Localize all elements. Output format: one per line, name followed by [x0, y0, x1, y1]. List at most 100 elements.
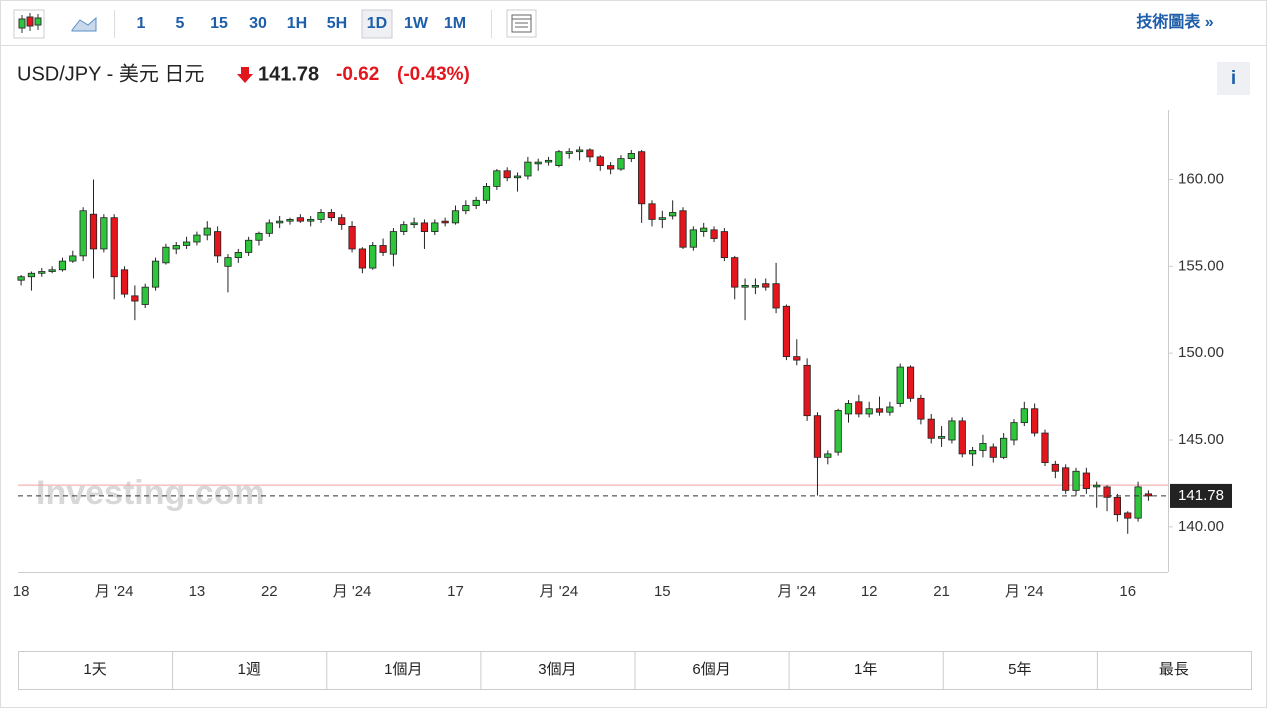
range-button[interactable]: 5年 [1008, 661, 1031, 678]
candle-body [886, 406, 894, 413]
x-tick-label: 月 '24 [333, 583, 372, 600]
range-button[interactable]: 1年 [854, 661, 877, 678]
range-button[interactable]: 1週 [238, 661, 261, 678]
candle-body [1041, 432, 1049, 463]
candle-body [648, 203, 656, 220]
candle-body [1093, 484, 1101, 488]
range-button[interactable]: 3個月 [538, 661, 576, 678]
x-tick-label: 12 [861, 583, 878, 600]
candle-body [700, 227, 708, 232]
info-button[interactable] [1217, 62, 1250, 95]
down-arrow [237, 67, 253, 83]
candle-body [813, 415, 822, 458]
last-price: 141.78 [258, 63, 319, 85]
interval-button[interactable]: 1D [367, 15, 387, 32]
candle-body [1082, 472, 1090, 490]
candle-body [917, 397, 925, 420]
candle-body [120, 269, 129, 295]
candle-body [1113, 496, 1121, 516]
interval-button[interactable]: 15 [210, 15, 228, 32]
candle-body [638, 151, 646, 205]
layout-icon[interactable] [506, 9, 537, 38]
candle-body [462, 205, 470, 212]
candle-body [389, 231, 398, 255]
candle-body [720, 231, 728, 259]
candle-body [17, 276, 25, 281]
candle-body [844, 403, 853, 415]
info-icon[interactable]: i [1231, 68, 1236, 89]
candle-body [1000, 437, 1008, 458]
candle-body [27, 272, 36, 278]
interval-button[interactable]: 1M [444, 15, 466, 32]
interval-button[interactable]: 1W [404, 15, 429, 32]
candle-body [162, 246, 170, 264]
candle-body [58, 260, 67, 271]
candle-body [968, 450, 977, 455]
interval-button[interactable]: 5H [327, 15, 347, 32]
interval-button[interactable]: 30 [249, 15, 267, 32]
candle-icon[interactable] [13, 9, 45, 39]
candle-body [358, 248, 367, 269]
y-tick-label: 145.00 [1178, 431, 1224, 448]
candle-body [431, 222, 439, 232]
candle-body [69, 255, 77, 262]
candle-body [679, 210, 687, 248]
candle-body [1010, 422, 1018, 441]
y-tick-label: 155.00 [1178, 257, 1224, 274]
candle-body [1072, 470, 1080, 491]
candle-body [772, 283, 780, 309]
range-button[interactable]: 最長 [1159, 661, 1189, 678]
candle-body [472, 199, 480, 206]
interval-button[interactable]: 1 [137, 15, 146, 32]
candle-body [307, 219, 315, 222]
interval-button[interactable]: 5 [176, 15, 185, 32]
candle-body [1103, 486, 1111, 498]
candle-body [100, 217, 108, 250]
candle-body [762, 283, 770, 288]
x-tick-label: 15 [654, 583, 671, 600]
candle-body [141, 286, 149, 305]
candle-body [793, 356, 801, 361]
x-tick-label: 13 [189, 583, 206, 600]
candle-body [151, 260, 160, 288]
watermark: Investing.com [36, 474, 265, 512]
candle-body [182, 241, 191, 246]
candle-body [555, 151, 563, 166]
candle-body [1031, 408, 1039, 434]
active-interval-bg [361, 9, 393, 39]
x-tick-label: 16 [1119, 583, 1136, 600]
candle-body [824, 453, 832, 458]
candle-body [265, 222, 273, 234]
candle-body [710, 229, 718, 239]
x-tick-label: 月 '24 [95, 583, 134, 600]
candle-body [731, 257, 739, 288]
candle-body [1124, 512, 1132, 519]
candle-body [979, 443, 987, 451]
price-change-pct: (-0.43%) [397, 64, 470, 85]
candle-body [327, 212, 335, 219]
candle-body [379, 245, 387, 253]
range-button[interactable]: 1個月 [384, 661, 422, 678]
candle-body [203, 227, 211, 236]
candle-body [348, 225, 356, 250]
candle-body [503, 170, 511, 179]
candle-body [565, 151, 573, 154]
candle-body [586, 149, 594, 158]
technical-chart-link[interactable]: 技術圖表 » [1136, 12, 1213, 31]
candle-body [338, 217, 346, 226]
candle-body [989, 446, 997, 458]
candle-body [493, 170, 501, 187]
range-button[interactable]: 6個月 [692, 661, 730, 678]
x-tick-label: 17 [447, 583, 464, 600]
candle-body [296, 217, 304, 222]
candle-body [834, 410, 842, 453]
candle-body [89, 213, 98, 250]
x-tick-label: 月 '24 [1005, 583, 1044, 600]
candle-body [214, 231, 222, 257]
interval-button[interactable]: 1H [287, 15, 307, 32]
area-icon[interactable] [71, 16, 97, 32]
candle-body [317, 212, 325, 220]
candle-body [255, 232, 263, 241]
candle-body [906, 366, 915, 399]
range-button[interactable]: 1天 [83, 661, 106, 678]
